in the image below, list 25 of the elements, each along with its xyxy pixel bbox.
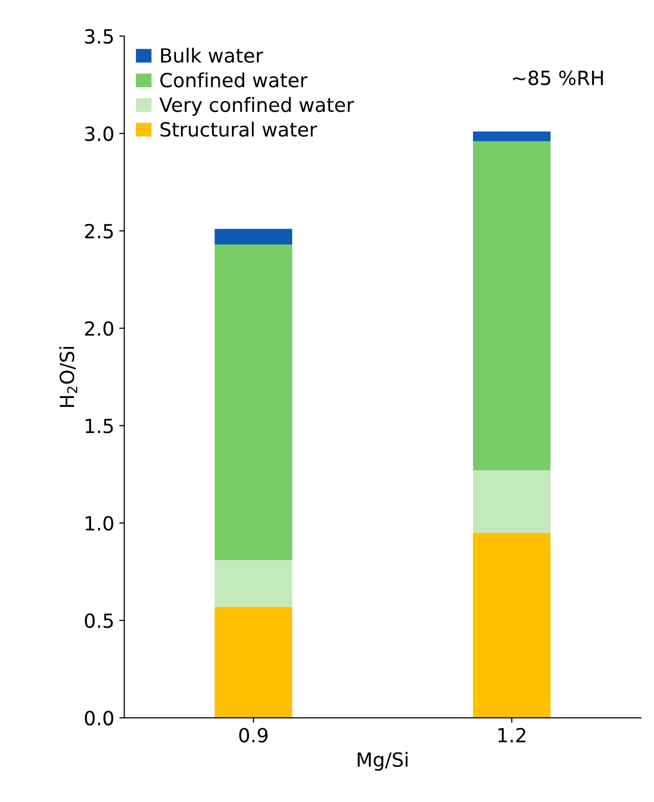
y-tick-label: 3.0 xyxy=(85,126,114,142)
bar xyxy=(214,560,292,607)
y-tick-label: 2.0 xyxy=(85,321,114,336)
annotation: ~85 %RH xyxy=(512,70,603,86)
x-tick-label: 1.2 xyxy=(498,728,526,742)
y-tick-label: 3.5 xyxy=(85,29,113,44)
bar xyxy=(473,532,551,718)
x-tick-label: 0.9 xyxy=(239,728,268,743)
bar xyxy=(473,470,551,533)
legend-label: Confined water xyxy=(160,72,308,88)
legend-label: Very confined water xyxy=(159,97,354,116)
bar xyxy=(473,132,551,142)
y-tick-label: 0.5 xyxy=(84,613,113,628)
x-axis-title: Mg/Si xyxy=(358,752,408,771)
y-tick-label: 2.5 xyxy=(85,224,113,239)
bar xyxy=(214,606,292,718)
bar xyxy=(214,228,292,244)
y-tick-label: 1.5 xyxy=(86,418,113,434)
y-tick-label: 0.0 xyxy=(84,710,114,726)
y-axis-title: H$_{2}$O/Si xyxy=(59,347,78,407)
bar xyxy=(214,244,292,560)
bar xyxy=(473,141,551,470)
y-tick-label: 1.0 xyxy=(86,516,114,531)
legend-label: Structural water xyxy=(160,122,318,137)
legend-label: Bulk water xyxy=(161,48,264,63)
